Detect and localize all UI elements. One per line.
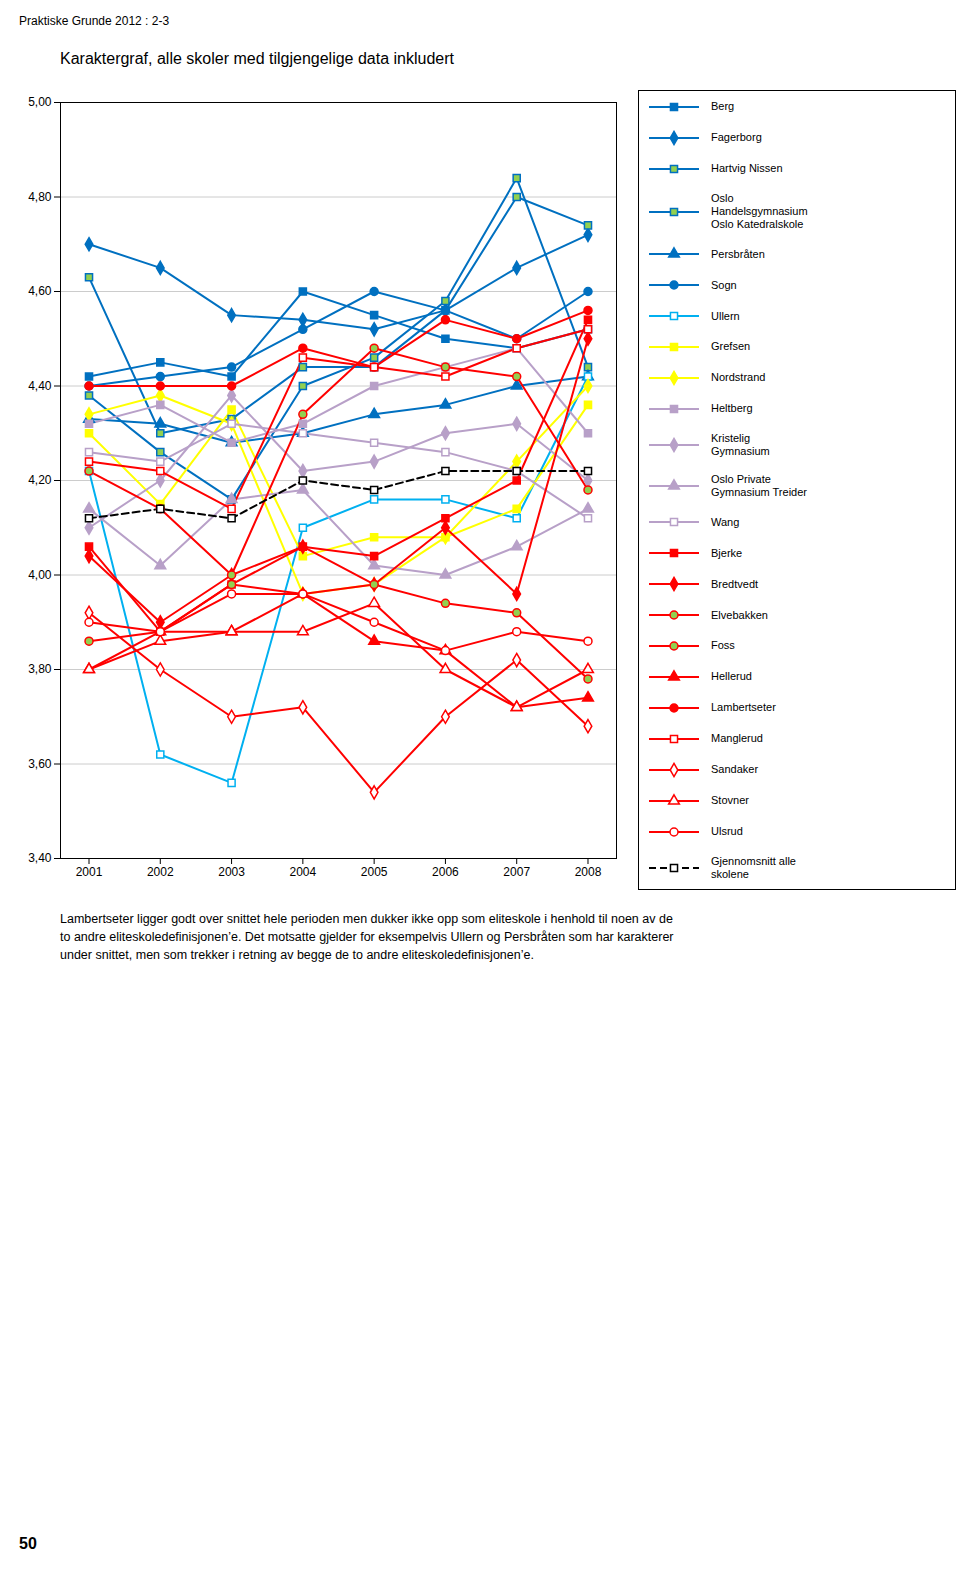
html-text:Oslo Private Gymnasium Treider: Oslo Private Gymnasium Treider xyxy=(711,473,807,499)
svg-text:2004: 2004 xyxy=(290,865,317,879)
html-text:Ullern: Ullern xyxy=(711,309,740,322)
html-text:Elvebakken: Elvebakken xyxy=(711,608,768,621)
svg-text:2006: 2006 xyxy=(432,865,459,879)
html-text:Ulsrud: Ulsrud xyxy=(711,825,743,837)
html-text:Persbråten: Persbråten xyxy=(711,247,765,260)
html-text:Fagerborg: Fagerborg xyxy=(711,131,762,144)
html-text:Nordstrand: Nordstrand xyxy=(711,371,766,384)
html-text:Hellerud: Hellerud xyxy=(711,670,752,683)
svg-text:4,20: 4,20 xyxy=(28,473,52,487)
html-text:Heltberg: Heltberg xyxy=(711,402,753,415)
html-text:Lambertseter: Lambertseter xyxy=(711,701,776,714)
html-text:Bredtvedt: Bredtvedt xyxy=(711,577,759,590)
html-text:Grefsen: Grefsen xyxy=(711,340,751,353)
svg-text:4,80: 4,80 xyxy=(28,190,52,204)
svg-text:3,80: 3,80 xyxy=(28,662,52,676)
svg-text:4,40: 4,40 xyxy=(28,379,52,393)
svg-text:3,40: 3,40 xyxy=(28,851,52,865)
html-text:Manglerud: Manglerud xyxy=(711,732,763,745)
svg-text:2005: 2005 xyxy=(361,865,388,879)
html-text:Wang: Wang xyxy=(711,515,740,528)
html-text:50: 50 xyxy=(19,1535,37,1552)
html-text:Praktiske Grunde 2012 : 2-3: Praktiske Grunde 2012 : 2-3 xyxy=(19,14,170,28)
html-text:Lambertseter ligger godt over: Lambertseter ligger godt over snittet he… xyxy=(60,912,674,963)
html-text:Sogn: Sogn xyxy=(711,278,737,291)
html-text:Oslo Handelsgymnasium Oslo Kat: Oslo Handelsgymnasium Oslo Katedralskole xyxy=(711,191,808,231)
svg-text:4,60: 4,60 xyxy=(28,284,52,298)
svg-text:2001: 2001 xyxy=(76,865,103,879)
svg-text:2007: 2007 xyxy=(503,865,530,879)
html-text:Karaktergraf, alle skoler med: Karaktergraf, alle skoler med tilgjengel… xyxy=(60,50,454,67)
svg-text:2008: 2008 xyxy=(575,865,602,879)
svg-text:4,00: 4,00 xyxy=(28,568,52,582)
svg-text:2003: 2003 xyxy=(218,865,245,879)
html-text:Foss: Foss xyxy=(711,639,735,652)
svg-text:2002: 2002 xyxy=(147,865,174,879)
svg-text:3,60: 3,60 xyxy=(28,757,52,771)
html-text:Stovner: Stovner xyxy=(711,794,749,807)
html-text:Gjennomsnitt alle skolene: Gjennomsnitt alle skolene xyxy=(711,854,796,880)
html-text:Bjerke: Bjerke xyxy=(711,546,743,559)
html-text:Kristelig Gymnasium: Kristelig Gymnasium xyxy=(711,431,770,457)
svg-text:5,00: 5,00 xyxy=(28,95,52,109)
html-text:Hartvig Nissen: Hartvig Nissen xyxy=(711,162,783,175)
html-text:Sandaker: Sandaker xyxy=(711,763,759,776)
html-text:Berg: Berg xyxy=(711,100,735,113)
